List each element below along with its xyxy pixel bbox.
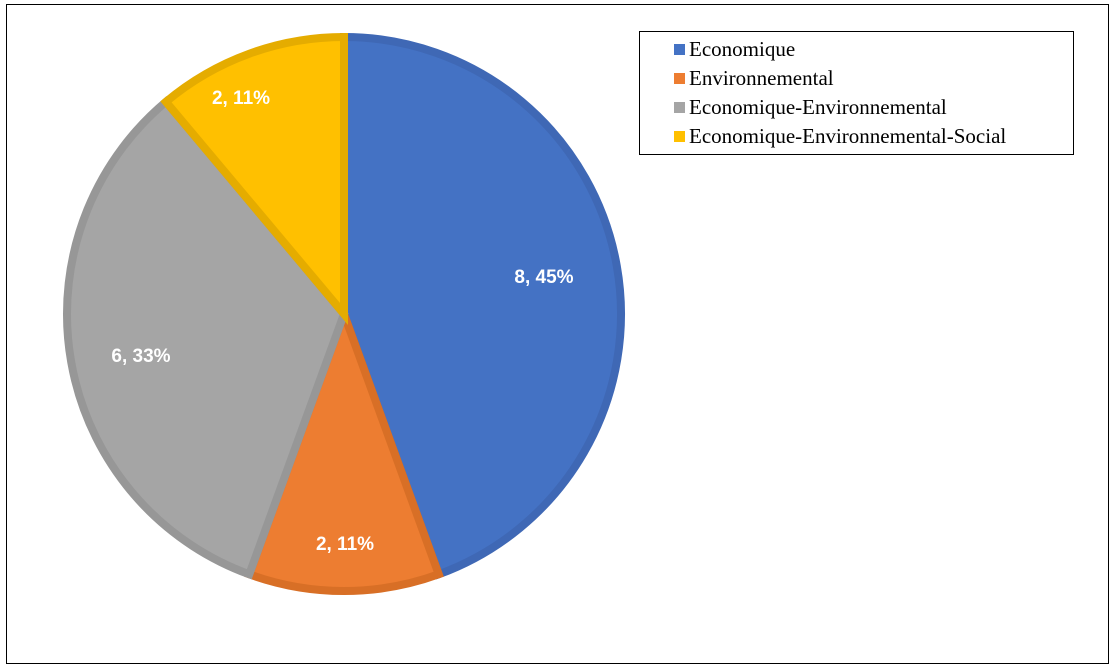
chart-legend: Economique Environnemental Economique-En…: [639, 31, 1074, 155]
pie-slice-economique-environnemental: [63, 96, 349, 580]
data-label-environnemental: 2, 11%: [316, 534, 374, 555]
data-label-economique: 8, 45%: [514, 267, 573, 288]
chart-frame: 8, 45% 2, 11% 6, 33% 2, 11% Economique Envi…: [6, 4, 1109, 664]
legend-label-economique-environnemental-social: Economique-Environnemental-Social: [689, 124, 1007, 148]
pie-slice-environnemental: [244, 302, 444, 595]
legend-item-environnemental: Environnemental: [674, 64, 1073, 93]
legend-swatch-environnemental: [674, 73, 685, 84]
legend-item-economique-environnemental: Economique-Environnemental: [674, 93, 1073, 122]
pie-chart: 8, 45% 2, 11% 6, 33% 2, 11%: [63, 32, 625, 595]
pie-slice-economique-environnemental-social: [160, 32, 348, 325]
legend-swatch-economique: [674, 44, 685, 55]
legend-swatch-economique-environnemental: [674, 102, 685, 113]
data-label-economique-environnemental-social: 2, 11%: [212, 88, 270, 109]
pie-slice-economique: [340, 32, 625, 580]
legend-label-economique-environnemental: Economique-Environnemental: [689, 95, 947, 119]
legend-item-economique: Economique: [674, 35, 1073, 64]
data-label-economique-environnemental: 6, 33%: [111, 346, 170, 367]
legend-item-economique-environnemental-social: Economique-Environnemental-Social: [674, 122, 1073, 151]
legend-label-economique: Economique: [689, 37, 796, 61]
legend-swatch-economique-environnemental-social: [674, 131, 685, 142]
legend-label-environnemental: Environnemental: [689, 66, 834, 90]
